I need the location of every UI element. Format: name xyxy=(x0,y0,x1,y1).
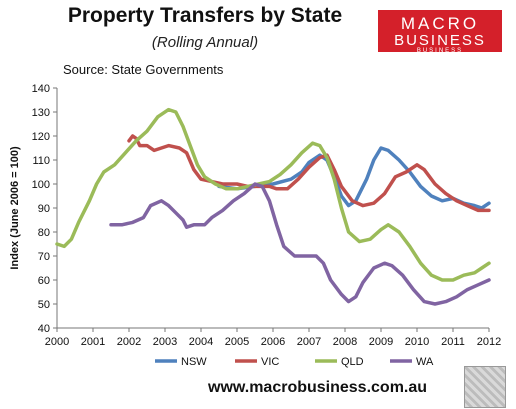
legend-label-wa: WA xyxy=(416,356,434,368)
x-tick-label: 2007 xyxy=(297,336,321,348)
y-tick-label: 140 xyxy=(32,83,50,95)
y-tick-label: 130 xyxy=(32,107,50,119)
logo-text-macro: MACRO xyxy=(400,14,480,33)
x-tick-label: 2008 xyxy=(333,336,357,348)
legend-label-nsw: NSW xyxy=(181,356,207,368)
logo-text-tagline: BUSINESS xyxy=(416,48,464,54)
x-tick-label: 2000 xyxy=(45,336,69,348)
x-tick-label: 2011 xyxy=(441,336,465,348)
y-tick-label: 110 xyxy=(32,155,50,167)
x-tick-label: 2003 xyxy=(153,336,177,348)
chart-title: Property Transfers by State xyxy=(67,4,343,27)
series-line-qld xyxy=(55,107,491,282)
series-line-nsw xyxy=(217,146,491,210)
series-line-wa xyxy=(109,182,491,306)
y-axis-label: Index (June 2006 = 100) xyxy=(9,146,21,270)
y-tick-label: 60 xyxy=(38,275,50,287)
x-tick-label: 2006 xyxy=(261,336,285,348)
y-tick-label: 100 xyxy=(32,179,50,191)
y-tick-label: 40 xyxy=(38,323,50,335)
x-tick-label: 2009 xyxy=(369,336,393,348)
chart-source: Source: State Governments xyxy=(63,62,224,77)
x-tick-label: 2004 xyxy=(189,336,213,348)
y-tick-label: 120 xyxy=(32,131,50,143)
x-tick-label: 2010 xyxy=(405,336,429,348)
website-url: www.macrobusiness.com.au xyxy=(208,379,428,396)
x-tick-label: 2012 xyxy=(477,336,501,348)
logo-text-business: BUSINESS xyxy=(394,32,486,49)
legend-label-qld: QLD xyxy=(341,356,364,368)
y-tick-label: 90 xyxy=(38,203,50,215)
y-tick-label: 80 xyxy=(38,227,50,239)
legend-label-vic: VIC xyxy=(261,356,279,368)
macro-business-logo: MACRO BUSINESS BUSINESS xyxy=(378,10,502,54)
x-tick-label: 2005 xyxy=(225,336,249,348)
x-tick-label: 2001 xyxy=(81,336,105,348)
x-tick-label: 2002 xyxy=(117,336,141,348)
y-tick-label: 50 xyxy=(38,299,50,311)
wolf-logo-icon xyxy=(464,366,506,408)
y-tick-label: 70 xyxy=(38,251,50,263)
chart-subtitle: (Rolling Annual) xyxy=(151,34,259,51)
series-line-vic xyxy=(127,134,491,213)
